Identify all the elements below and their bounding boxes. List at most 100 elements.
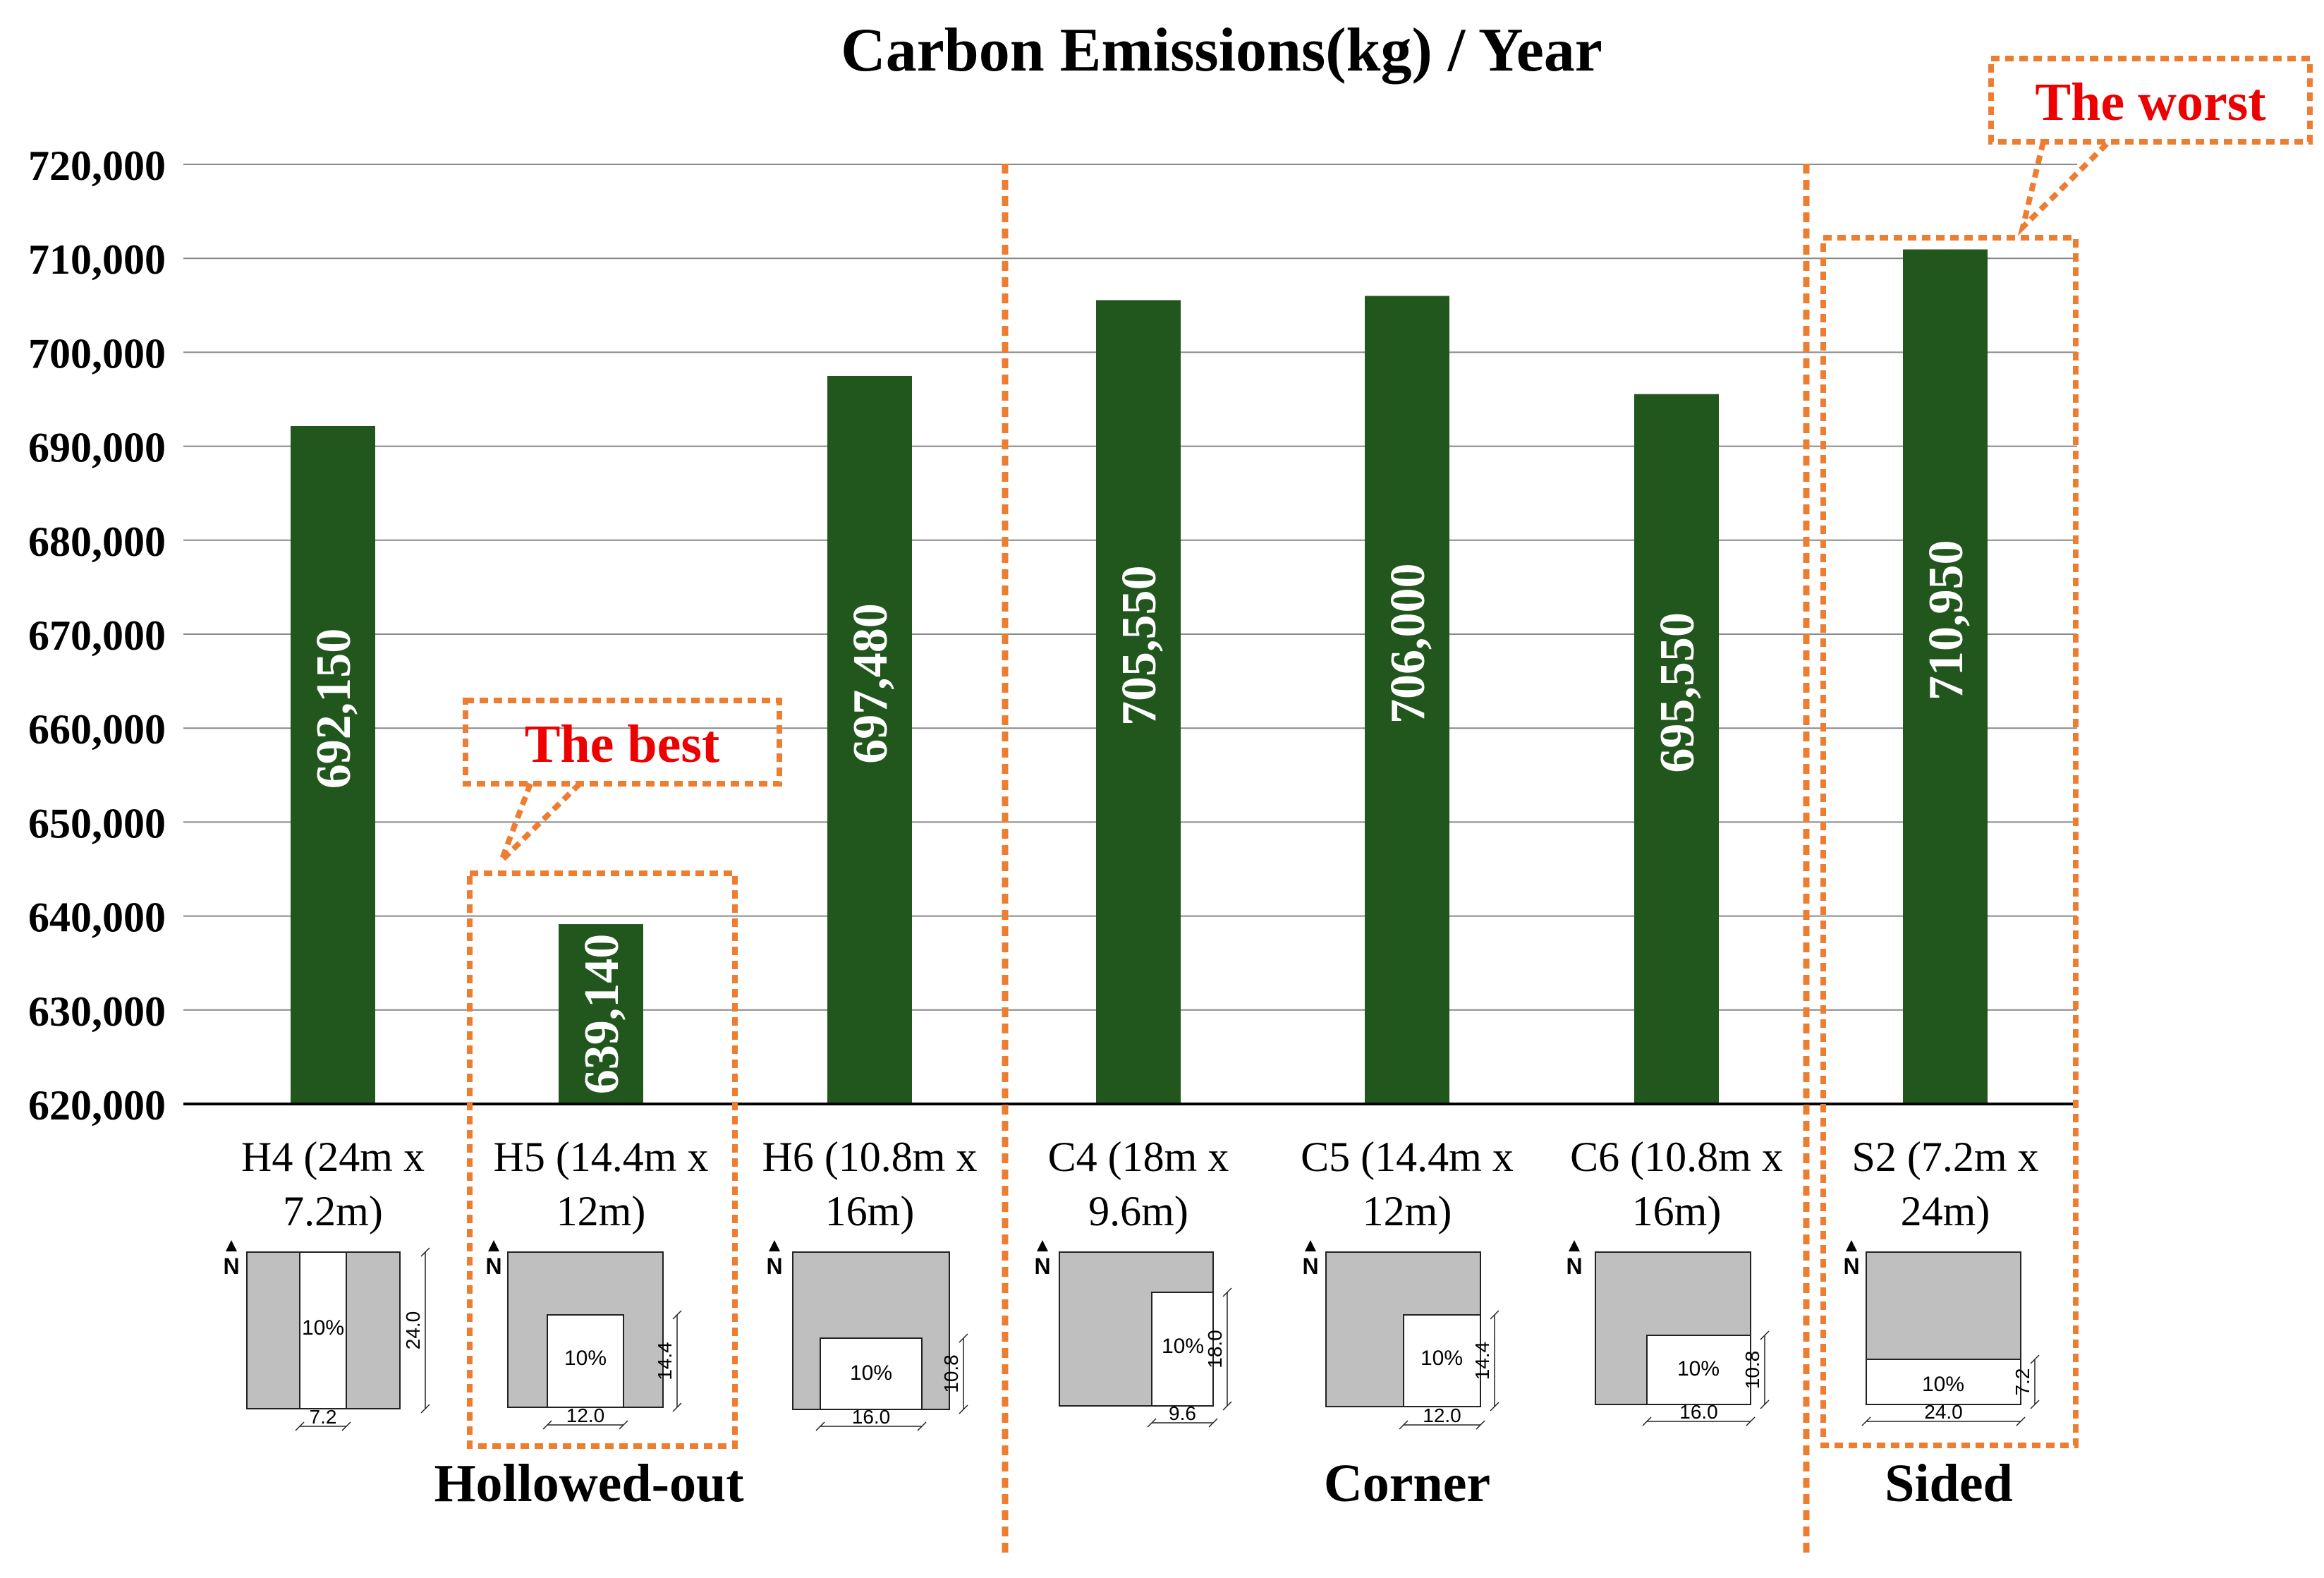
y-tick-label: 700,000 bbox=[28, 330, 166, 377]
floor-plan-void bbox=[820, 1337, 923, 1410]
group-dividers bbox=[1002, 164, 1810, 1555]
dimension-tick bbox=[1642, 1416, 1652, 1426]
category-label-line1: C6 (10.8m x bbox=[1570, 1134, 1783, 1180]
dimension-tick bbox=[1222, 1401, 1232, 1411]
depth-dimension-label: 7.2 bbox=[2012, 1368, 2033, 1396]
void-percent-label: 10% bbox=[1922, 1373, 1964, 1396]
category-label-line2: 12m) bbox=[1363, 1188, 1452, 1234]
best-annotation: The best bbox=[525, 715, 720, 774]
best-callout-pointer bbox=[499, 782, 582, 863]
north-arrow-icon bbox=[1305, 1240, 1316, 1251]
group-label: Hollowed-out bbox=[434, 1454, 743, 1513]
worst-callout-pointer bbox=[2017, 140, 2111, 236]
width-dimension-label: 9.6 bbox=[1169, 1402, 1196, 1424]
y-tick-label: 690,000 bbox=[28, 425, 166, 471]
bar bbox=[291, 425, 375, 1104]
best-callout-box bbox=[463, 698, 782, 787]
bar bbox=[1365, 296, 1449, 1105]
annotations: The best The worst bbox=[463, 56, 2313, 1449]
bars bbox=[291, 249, 1988, 1105]
dimension-tick bbox=[2016, 1416, 2026, 1426]
y-tick-label: 640,000 bbox=[28, 894, 166, 941]
dimension-tick bbox=[619, 1420, 628, 1430]
north-label: N bbox=[1034, 1254, 1050, 1279]
group-label: Corner bbox=[1324, 1454, 1490, 1513]
category-label-line2: 7.2m) bbox=[283, 1188, 383, 1234]
north-arrow-icon bbox=[769, 1240, 780, 1251]
north-label: N bbox=[1566, 1254, 1582, 1279]
dimension-tick bbox=[2030, 1354, 2040, 1364]
group-labels: Hollowed-out Corner Sided bbox=[434, 1454, 2012, 1513]
dimension-tick bbox=[295, 1421, 305, 1431]
dimension-tick bbox=[1746, 1416, 1756, 1426]
group-label: Sided bbox=[1885, 1454, 2013, 1513]
north-label: N bbox=[766, 1254, 782, 1279]
depth-dimension-label: 10.8 bbox=[1741, 1351, 1763, 1390]
north-label: N bbox=[1302, 1254, 1318, 1279]
depth-dimension-label: 14.4 bbox=[1471, 1342, 1493, 1380]
void-percent-label: 10% bbox=[302, 1316, 344, 1340]
dimension-tick bbox=[420, 1247, 430, 1257]
y-tick-label: 720,000 bbox=[28, 142, 166, 189]
dimension-tick bbox=[1490, 1402, 1499, 1412]
bar bbox=[1903, 249, 1988, 1104]
bar-value-label: 639,140 bbox=[575, 934, 629, 1095]
bar bbox=[1634, 394, 1719, 1104]
bar-value-label: 706,000 bbox=[1381, 563, 1435, 724]
bar-value-label: 710,950 bbox=[1919, 540, 1973, 701]
worst-annotation: The worst bbox=[2035, 73, 2265, 132]
category-label-line1: H5 (14.4m x bbox=[494, 1134, 709, 1180]
dimension-tick bbox=[815, 1421, 825, 1431]
dimension-tick bbox=[2030, 1400, 2040, 1409]
dimension-tick bbox=[1147, 1418, 1157, 1428]
width-dimension-label: 24.0 bbox=[1924, 1401, 1963, 1423]
dimension-tick bbox=[917, 1421, 927, 1431]
bar-value-labels: 692,150 639,140 697,480 705,550 706,000 695,5… bbox=[307, 540, 1973, 1095]
void-percent-label: 10% bbox=[1420, 1347, 1463, 1370]
bar-value-label: 697,480 bbox=[844, 603, 898, 763]
depth-dimension-label: 10.8 bbox=[940, 1354, 962, 1393]
y-tick-label: 620,000 bbox=[28, 1082, 166, 1129]
category-label-line1: H6 (10.8m x bbox=[762, 1134, 978, 1180]
floor-plan-void bbox=[1866, 1359, 2021, 1405]
dimension-tick bbox=[672, 1402, 682, 1412]
north-arrow-icon bbox=[1569, 1240, 1580, 1251]
dimension-tick bbox=[959, 1404, 968, 1414]
y-tick-label: 670,000 bbox=[28, 612, 166, 659]
worst-highlight-box bbox=[1820, 235, 2079, 1448]
depth-dimension-label: 24.0 bbox=[402, 1311, 424, 1350]
void-percent-label: 10% bbox=[564, 1347, 607, 1370]
dimension-tick bbox=[1861, 1416, 1871, 1426]
dimension-tick bbox=[420, 1404, 430, 1414]
floor-plan-mass bbox=[1866, 1251, 2021, 1360]
north-label: N bbox=[485, 1254, 501, 1279]
north-label: N bbox=[223, 1254, 239, 1279]
floor-plan-void bbox=[547, 1314, 624, 1408]
dimension-tick bbox=[1760, 1330, 1770, 1340]
y-tick-label: 710,000 bbox=[28, 236, 166, 283]
dimension-tick bbox=[1399, 1420, 1409, 1430]
bar-value-label: 705,550 bbox=[1112, 565, 1167, 726]
dimension-tick bbox=[1490, 1310, 1499, 1320]
void-percent-label: 10% bbox=[850, 1361, 892, 1385]
worst-callout-box bbox=[1988, 56, 2313, 145]
category-label-line2: 12m) bbox=[556, 1188, 646, 1234]
category-label-line2: 24m) bbox=[1901, 1188, 1990, 1234]
chart-title: Carbon Emissions(kg) / Year bbox=[841, 16, 1602, 85]
bar bbox=[827, 375, 912, 1105]
dimension-tick bbox=[1476, 1420, 1485, 1430]
y-tick-label: 660,000 bbox=[28, 706, 166, 753]
x-axis-category-labels: H4 (24m x 7.2m) H5 (14.4m x 12m) H6 (10.8m x… bbox=[241, 1134, 2039, 1234]
category-label-line1: S2 (7.2m x bbox=[1851, 1134, 2038, 1180]
floor-plan-void bbox=[1403, 1314, 1481, 1407]
category-label-line1: C5 (14.4m x bbox=[1301, 1134, 1514, 1180]
best-highlight-box bbox=[467, 870, 738, 1449]
dimension-tick bbox=[542, 1420, 552, 1430]
void-percent-label: 10% bbox=[1677, 1357, 1720, 1380]
bar-value-label: 695,550 bbox=[1650, 612, 1705, 772]
dimension-tick bbox=[959, 1333, 968, 1343]
north-arrow-icon bbox=[1037, 1240, 1048, 1251]
category-label-line1: H4 (24m x bbox=[241, 1134, 425, 1180]
